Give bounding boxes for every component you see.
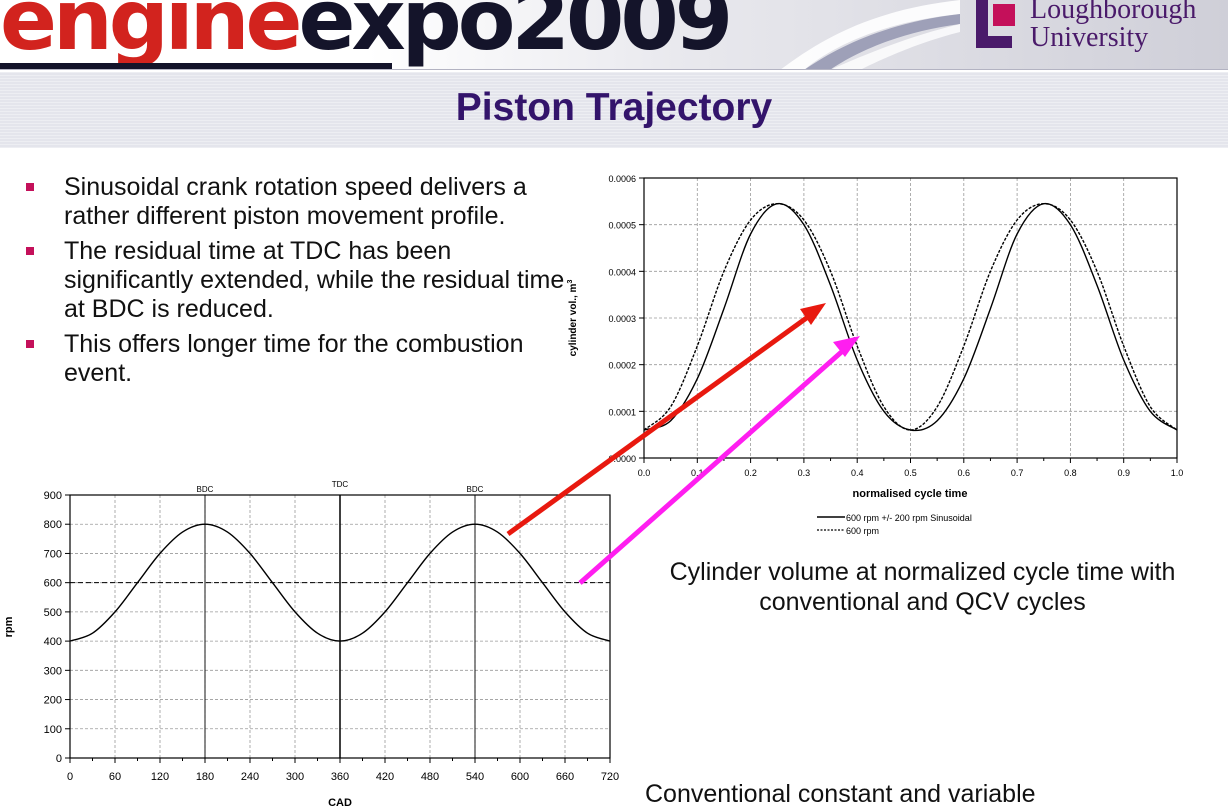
square-bullet-icon — [26, 340, 34, 348]
volume-legend: 600 rpm +/- 200 rpm Sinusoidal 600 rpm — [817, 513, 972, 536]
x-tick-label: 0 — [67, 771, 73, 783]
x-tick-label: 420 — [376, 771, 394, 783]
magenta-arrow-head-icon — [833, 336, 860, 357]
x-tick-label: 0.6 — [958, 468, 971, 478]
y-tick-label: 0.0003 — [608, 314, 636, 324]
y-tick-label: 500 — [44, 607, 62, 619]
x-tick-label: 480 — [421, 771, 439, 783]
volume-chart-series — [643, 202, 1178, 432]
bullet-item: This offers longer time for the combusti… — [26, 330, 566, 388]
x-tick-label: 720 — [601, 771, 619, 783]
x-tick-label: 0.7 — [1011, 468, 1024, 478]
page-title: Piston Trajectory — [455, 86, 773, 129]
legend-entry-sinusoidal: 600 rpm +/- 200 rpm Sinusoidal — [846, 513, 972, 523]
y-tick-label: 600 — [44, 578, 62, 590]
y-tick-label: 800 — [44, 519, 62, 531]
x-tick-label: 0.2 — [744, 468, 757, 478]
bullet-list: Sinusoidal crank rotation speed delivers… — [26, 173, 566, 394]
header-rule — [0, 69, 1228, 70]
bullet-text: The residual time at TDC has been signif… — [64, 237, 565, 323]
legend-entry-600rpm: 600 rpm — [846, 526, 879, 536]
volume-chart-caption: Cylinder volume at normalized cycle time… — [669, 558, 1176, 616]
bullet-text: Sinusoidal crank rotation speed delivers… — [64, 173, 527, 230]
volume-x-axis-label: normalised cycle time — [853, 488, 968, 500]
university-name: Loughborough University — [1030, 0, 1197, 53]
university-logo: Loughborough University — [972, 0, 1228, 70]
y-tick-label: 0.0005 — [608, 221, 636, 231]
x-tick-label: 0.0 — [638, 468, 651, 478]
red-arrow-shaft — [506, 311, 814, 537]
x-tick-label: 540 — [466, 771, 484, 783]
title-band — [0, 72, 1228, 148]
y-tick-label: 900 — [44, 490, 62, 502]
y-tick-label: 200 — [44, 695, 62, 707]
volume-y-tick-labels: 0.0000 0.0001 0.0002 0.0003 0.0004 0.0005 0.00… — [608, 174, 636, 464]
x-tick-label: 660 — [556, 771, 574, 783]
y-tick-label: 0 — [56, 753, 62, 765]
rpm-chart-caption: Conventional constant and variable — [645, 780, 1036, 808]
x-tick-label: 600 — [511, 771, 529, 783]
y-tick-label: 0.0006 — [608, 174, 636, 184]
x-tick-label: 0.1 — [691, 468, 704, 478]
bullet-item: Sinusoidal crank rotation speed delivers… — [26, 173, 566, 231]
red-arrow-head-icon — [800, 303, 826, 325]
rpm-y-axis-label: rpm — [3, 616, 15, 637]
square-bullet-icon — [26, 247, 34, 255]
x-tick-label: 0.5 — [904, 468, 917, 478]
x-tick-label: 60 — [109, 771, 121, 783]
x-tick-label: 0.9 — [1117, 468, 1130, 478]
y-tick-label: 400 — [44, 636, 62, 648]
marker-label-bdc: BDC — [467, 485, 484, 494]
y-tick-label: 0.0002 — [608, 361, 636, 371]
magenta-arrow-shaft — [578, 346, 848, 585]
x-tick-label: 1.0 — [1171, 468, 1184, 478]
header-banner: engineexpo2009 Loughborough University — [0, 0, 1228, 70]
bullet-text: This offers longer time for the combusti… — [64, 330, 524, 387]
square-bullet-icon — [26, 183, 34, 191]
y-tick-label: 0.0004 — [608, 267, 636, 277]
engine-expo-logo: engineexpo2009 — [0, 0, 733, 69]
y-tick-label: 0.0001 — [608, 407, 636, 417]
x-tick-label: 360 — [331, 771, 349, 783]
series-line-solid — [643, 202, 1178, 432]
series-line-dashed — [643, 202, 1178, 431]
cylinder-volume-chart: 0.0 0.1 0.2 0.3 0.4 0.5 0.6 0.7 0.8 0.9 1.0 0.0000… — [567, 174, 1184, 536]
bullet-item: The residual time at TDC has been signif… — [26, 237, 566, 324]
volume-x-tick-labels: 0.0 0.1 0.2 0.3 0.4 0.5 0.6 0.7 0.8 0.9 1.0 — [638, 468, 1184, 478]
x-tick-label: 300 — [286, 771, 304, 783]
x-tick-label: 0.3 — [798, 468, 811, 478]
logo-underline — [0, 63, 392, 69]
x-tick-label: 0.8 — [1064, 468, 1077, 478]
y-tick-label: 0.0000 — [608, 454, 636, 464]
marker-label-bdc: BDC — [197, 485, 214, 494]
rpm-x-axis-label: CAD — [328, 797, 352, 809]
rpm-x-tick-labels: 0 60 120 180 240 300 360 420 480 540 600 660 720 — [67, 771, 619, 783]
volume-chart-frame — [643, 177, 1178, 459]
x-tick-label: 180 — [196, 771, 214, 783]
rpm-annotations: BDC TDC BDC — [197, 480, 484, 758]
rpm-chart: 0 60 120 180 240 300 360 420 480 540 600 660 720 0 10… — [3, 480, 619, 809]
swoosh-graphic — [780, 0, 960, 70]
x-tick-label: 240 — [241, 771, 259, 783]
university-crest-icon — [976, 0, 1015, 48]
volume-y-axis-label: cylinder vol., m3 — [567, 280, 579, 357]
y-tick-label: 700 — [44, 548, 62, 560]
rpm-y-tick-labels: 0 100 200 300 400 500 600 700 800 900 — [44, 490, 62, 765]
x-tick-label: 0.4 — [851, 468, 864, 478]
x-tick-label: 120 — [151, 771, 169, 783]
marker-label-tdc: TDC — [332, 480, 349, 489]
y-tick-label: 300 — [44, 665, 62, 677]
y-tick-label: 100 — [44, 724, 62, 736]
